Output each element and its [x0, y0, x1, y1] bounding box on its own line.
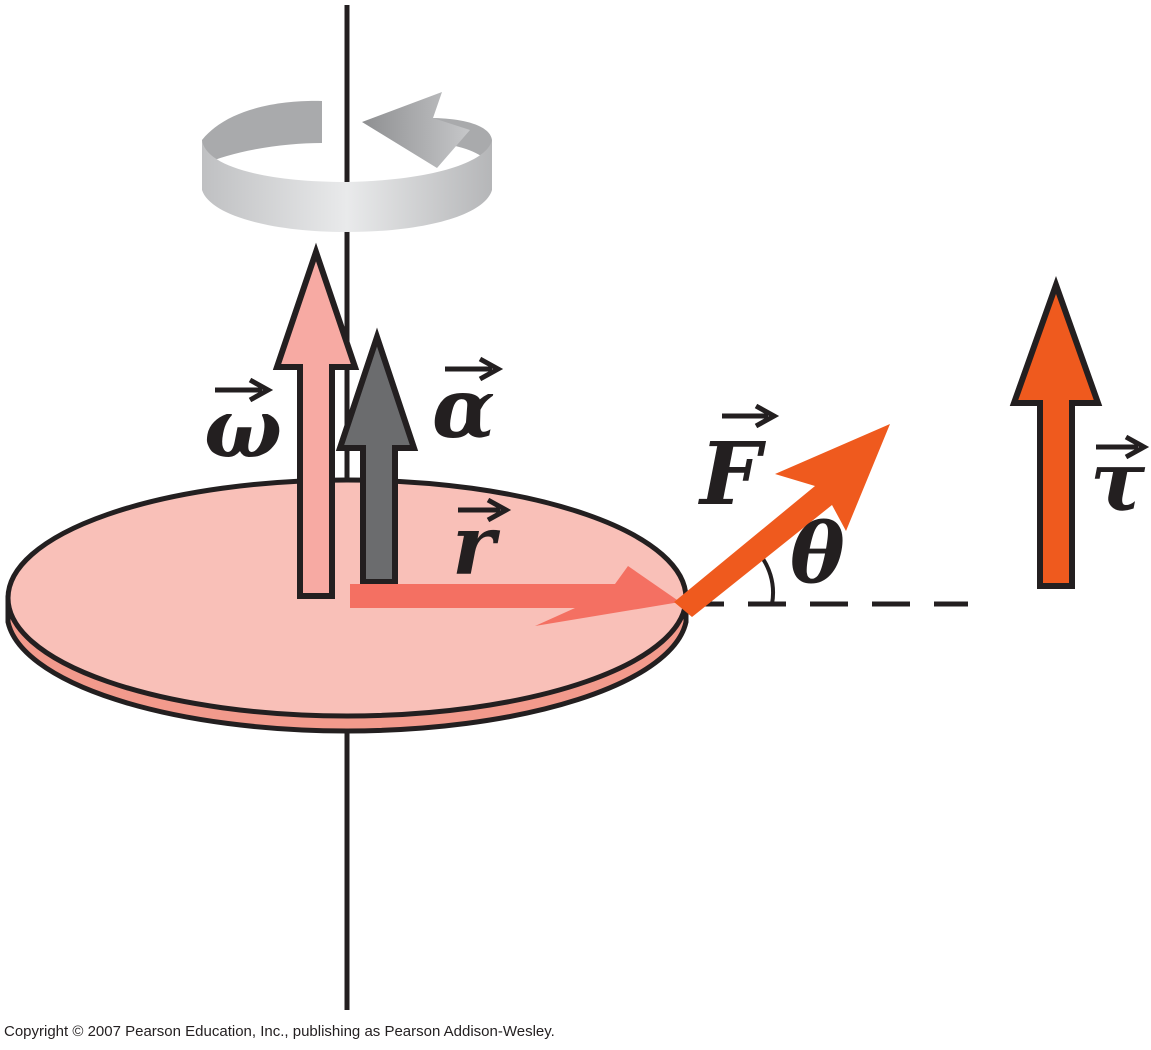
- disk: [5, 477, 689, 734]
- radius-vector-arrow-icon: [458, 497, 512, 523]
- force-vector-arrow-icon: [722, 403, 780, 429]
- radius-vector-arrow: [350, 566, 680, 626]
- alpha-vector-arrow-icon: [445, 356, 504, 382]
- copyright-footer: Copyright © 2007 Pearson Education, Inc.…: [4, 1023, 555, 1040]
- angle-label: θ: [790, 506, 845, 602]
- rotation-arrowhead-icon: [362, 92, 470, 168]
- torque-vector-arrow-icon: [1096, 434, 1150, 460]
- alpha-label: α: [432, 356, 504, 457]
- rotation-ribbon-front: [202, 140, 492, 232]
- angular-velocity-arrow: [272, 242, 360, 599]
- radius-symbol: r: [452, 498, 501, 594]
- force-symbol: F: [697, 424, 767, 525]
- force-label: F: [697, 403, 780, 525]
- radius-label: r: [452, 497, 512, 594]
- force-arrow: [674, 424, 890, 617]
- omega-symbol: ω: [204, 381, 282, 477]
- torque-label: τ: [1090, 434, 1150, 530]
- angular-acceleration-arrow: [335, 327, 419, 585]
- omega-vector-arrow-icon: [215, 377, 274, 403]
- rotation-ribbon-front-group: [202, 92, 492, 232]
- torque-arrow: [1009, 276, 1103, 589]
- omega-label: ω: [204, 377, 282, 477]
- rotation-ribbon-back: [202, 100, 322, 165]
